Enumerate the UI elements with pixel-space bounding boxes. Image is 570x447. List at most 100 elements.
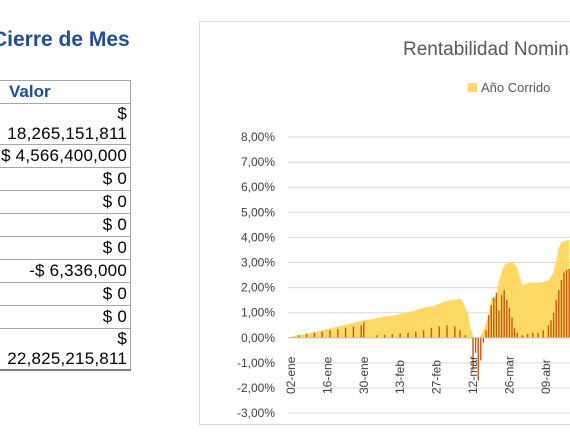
table-cell[interactable]: $ 0: [0, 213, 131, 237]
series-bar: [313, 332, 316, 338]
series-bar: [363, 322, 365, 338]
series-bar: [516, 332, 518, 338]
chart-container[interactable]: Rentabilidad Nominal Año Corrido 8,00% 7,00…: [199, 21, 570, 425]
sheet-title: Cierre de Mes: [0, 28, 130, 51]
series-bar: [508, 307, 511, 338]
table-cell[interactable]: $ 0: [0, 236, 131, 260]
series-bar: [498, 310, 500, 338]
table-cell[interactable]: $ 0: [0, 305, 131, 329]
table-cell[interactable]: $ 0: [0, 190, 131, 214]
series-bar: [391, 334, 394, 338]
table-cell[interactable]: $ 0: [0, 167, 131, 191]
table-row: $ 0: [0, 305, 131, 329]
legend-swatch-ano-corrido: [468, 83, 477, 92]
series-bar: [305, 334, 308, 338]
series-bar: [547, 325, 550, 338]
y-tick-label: 4,00%: [241, 230, 275, 244]
series-bar: [482, 337, 485, 343]
y-tick-label: 5,00%: [241, 205, 275, 219]
series-bar: [454, 326, 456, 338]
series-bar: [464, 335, 466, 338]
series-bar: [487, 315, 490, 338]
x-tick-label: 30-ene: [357, 356, 371, 394]
legend-label-ano-corrido: Año Corrido: [481, 80, 550, 95]
table-row: $ 18,265,151,811: [0, 103, 131, 145]
y-tick-label: -2,00%: [237, 381, 275, 395]
table-cell[interactable]: $ 18,265,151,811: [0, 103, 131, 145]
y-tick-label: 0,00%: [241, 331, 275, 345]
x-tick-label: 12-mar: [466, 356, 480, 394]
series-bar: [555, 300, 557, 338]
x-tick-label: 16-ene: [320, 356, 334, 394]
series-bar: [352, 326, 355, 338]
table-cell[interactable]: -$ 6,336,000: [0, 259, 131, 283]
series-bar: [552, 312, 555, 338]
y-tick-label: -3,00%: [237, 406, 275, 420]
series-bar: [550, 320, 552, 338]
series-bar: [526, 334, 529, 338]
series-bar: [495, 292, 498, 338]
series-bar: [415, 331, 417, 338]
series-bar: [500, 295, 503, 338]
chart-title: Rentabilidad Nominal: [403, 39, 570, 60]
series-bar: [506, 300, 508, 338]
series-bar: [430, 327, 433, 338]
x-tick-label: 02-ene: [284, 356, 298, 394]
series-bar: [532, 332, 534, 338]
series-bar: [558, 290, 560, 338]
x-tick-label: 27-feb: [430, 360, 444, 394]
table-row: $ 0: [0, 282, 131, 306]
series-bar: [407, 332, 409, 338]
series-bar: [459, 330, 461, 338]
series-bar: [568, 268, 570, 338]
series-bar: [321, 331, 323, 338]
table-cell[interactable]: $ 0: [0, 282, 131, 306]
table-row: $ 0: [0, 213, 131, 237]
x-tick-label: 09-abr: [539, 359, 553, 394]
series-bar: [474, 337, 477, 353]
table-row: $ 0: [0, 190, 131, 214]
y-tick-label: 3,00%: [241, 256, 275, 270]
table-row: $ 0: [0, 167, 131, 191]
series-bar: [298, 335, 300, 338]
series-bar: [485, 330, 487, 338]
table-cell[interactable]: $ 4,566,400,000: [0, 144, 131, 168]
series-bar: [344, 327, 347, 338]
rentabilidad-chart: Rentabilidad Nominal Año Corrido 8,00% 7,00…: [237, 39, 570, 420]
table-row: $ 4,566,400,000: [0, 144, 131, 168]
series-bar: [493, 297, 495, 338]
x-tick-label: 26-mar: [502, 356, 516, 394]
y-tick-label: 2,00%: [241, 281, 275, 295]
table-row-total: $ 22,825,215,811: [0, 328, 131, 371]
table-header-row: Valor: [0, 80, 131, 104]
y-tick-label: 6,00%: [241, 180, 275, 194]
series-bar: [337, 329, 339, 338]
series-bar: [565, 270, 568, 338]
series-bar: [560, 280, 563, 338]
series-bar: [480, 337, 482, 361]
series-bar: [513, 327, 516, 338]
series-bar: [360, 325, 362, 338]
series-bar: [376, 335, 378, 338]
series-bar: [438, 326, 440, 338]
table-cell-total[interactable]: $ 22,825,215,811: [0, 328, 131, 371]
series-bar: [422, 330, 425, 338]
table-row: -$ 6,336,000: [0, 259, 131, 283]
series-bar: [399, 333, 401, 338]
series-bar: [511, 317, 513, 338]
column-header-valor[interactable]: Valor: [0, 80, 131, 104]
y-tick-label: 7,00%: [241, 155, 275, 169]
series-bar: [490, 305, 492, 338]
series-bar: [446, 325, 448, 338]
series-bar: [537, 332, 539, 338]
x-tick-label: 13-feb: [393, 360, 407, 394]
series-bar: [521, 335, 524, 338]
series-bar: [542, 330, 544, 338]
series-bar: [477, 337, 479, 381]
series-bar: [563, 272, 565, 338]
series-area-ano-corrido: [291, 239, 570, 341]
table-row: $ 0: [0, 236, 131, 260]
y-tick-label: -1,00%: [237, 356, 275, 370]
series-bar: [383, 334, 386, 338]
series-bar: [503, 290, 505, 338]
